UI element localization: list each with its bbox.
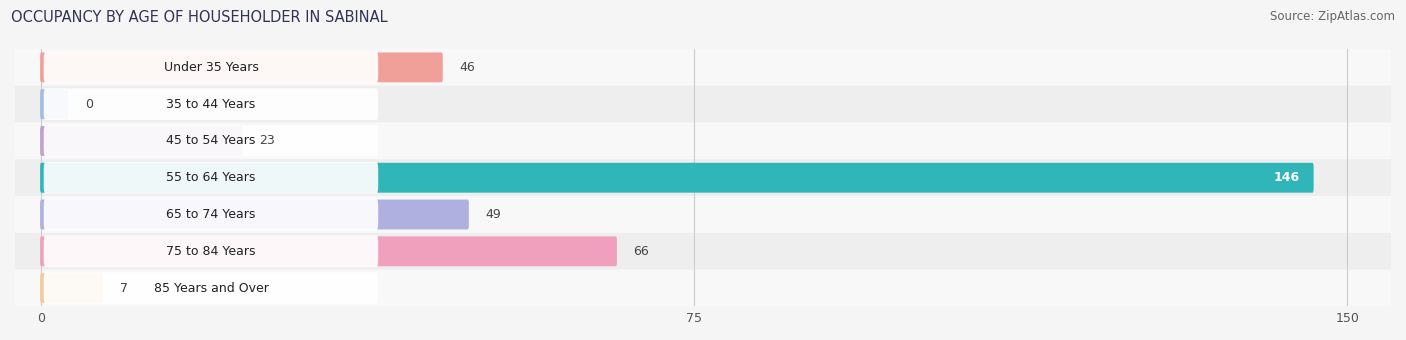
FancyBboxPatch shape	[15, 86, 1391, 122]
Text: 65 to 74 Years: 65 to 74 Years	[166, 208, 256, 221]
FancyBboxPatch shape	[15, 159, 1391, 196]
FancyBboxPatch shape	[15, 233, 1391, 270]
FancyBboxPatch shape	[15, 49, 1391, 86]
Text: 66: 66	[633, 245, 650, 258]
FancyBboxPatch shape	[44, 162, 378, 193]
Text: Under 35 Years: Under 35 Years	[163, 61, 259, 74]
Text: 7: 7	[120, 282, 128, 294]
Text: OCCUPANCY BY AGE OF HOUSEHOLDER IN SABINAL: OCCUPANCY BY AGE OF HOUSEHOLDER IN SABIN…	[11, 10, 388, 25]
FancyBboxPatch shape	[44, 199, 378, 230]
FancyBboxPatch shape	[41, 89, 69, 119]
FancyBboxPatch shape	[41, 236, 617, 266]
FancyBboxPatch shape	[44, 272, 378, 304]
Text: 46: 46	[460, 61, 475, 74]
Text: 49: 49	[485, 208, 501, 221]
Text: Source: ZipAtlas.com: Source: ZipAtlas.com	[1270, 10, 1395, 23]
FancyBboxPatch shape	[41, 200, 468, 230]
Text: 85 Years and Over: 85 Years and Over	[153, 282, 269, 294]
FancyBboxPatch shape	[44, 88, 378, 120]
Text: 55 to 64 Years: 55 to 64 Years	[166, 171, 256, 184]
Text: 35 to 44 Years: 35 to 44 Years	[166, 98, 256, 111]
FancyBboxPatch shape	[41, 163, 1313, 193]
FancyBboxPatch shape	[41, 273, 103, 303]
FancyBboxPatch shape	[15, 270, 1391, 306]
Text: 23: 23	[259, 134, 274, 148]
FancyBboxPatch shape	[44, 52, 378, 83]
Text: 75 to 84 Years: 75 to 84 Years	[166, 245, 256, 258]
Text: 0: 0	[84, 98, 93, 111]
FancyBboxPatch shape	[15, 196, 1391, 233]
Text: 45 to 54 Years: 45 to 54 Years	[166, 134, 256, 148]
FancyBboxPatch shape	[41, 126, 242, 156]
FancyBboxPatch shape	[44, 125, 378, 157]
FancyBboxPatch shape	[44, 236, 378, 267]
Text: 146: 146	[1274, 171, 1299, 184]
FancyBboxPatch shape	[15, 122, 1391, 159]
FancyBboxPatch shape	[41, 52, 443, 82]
